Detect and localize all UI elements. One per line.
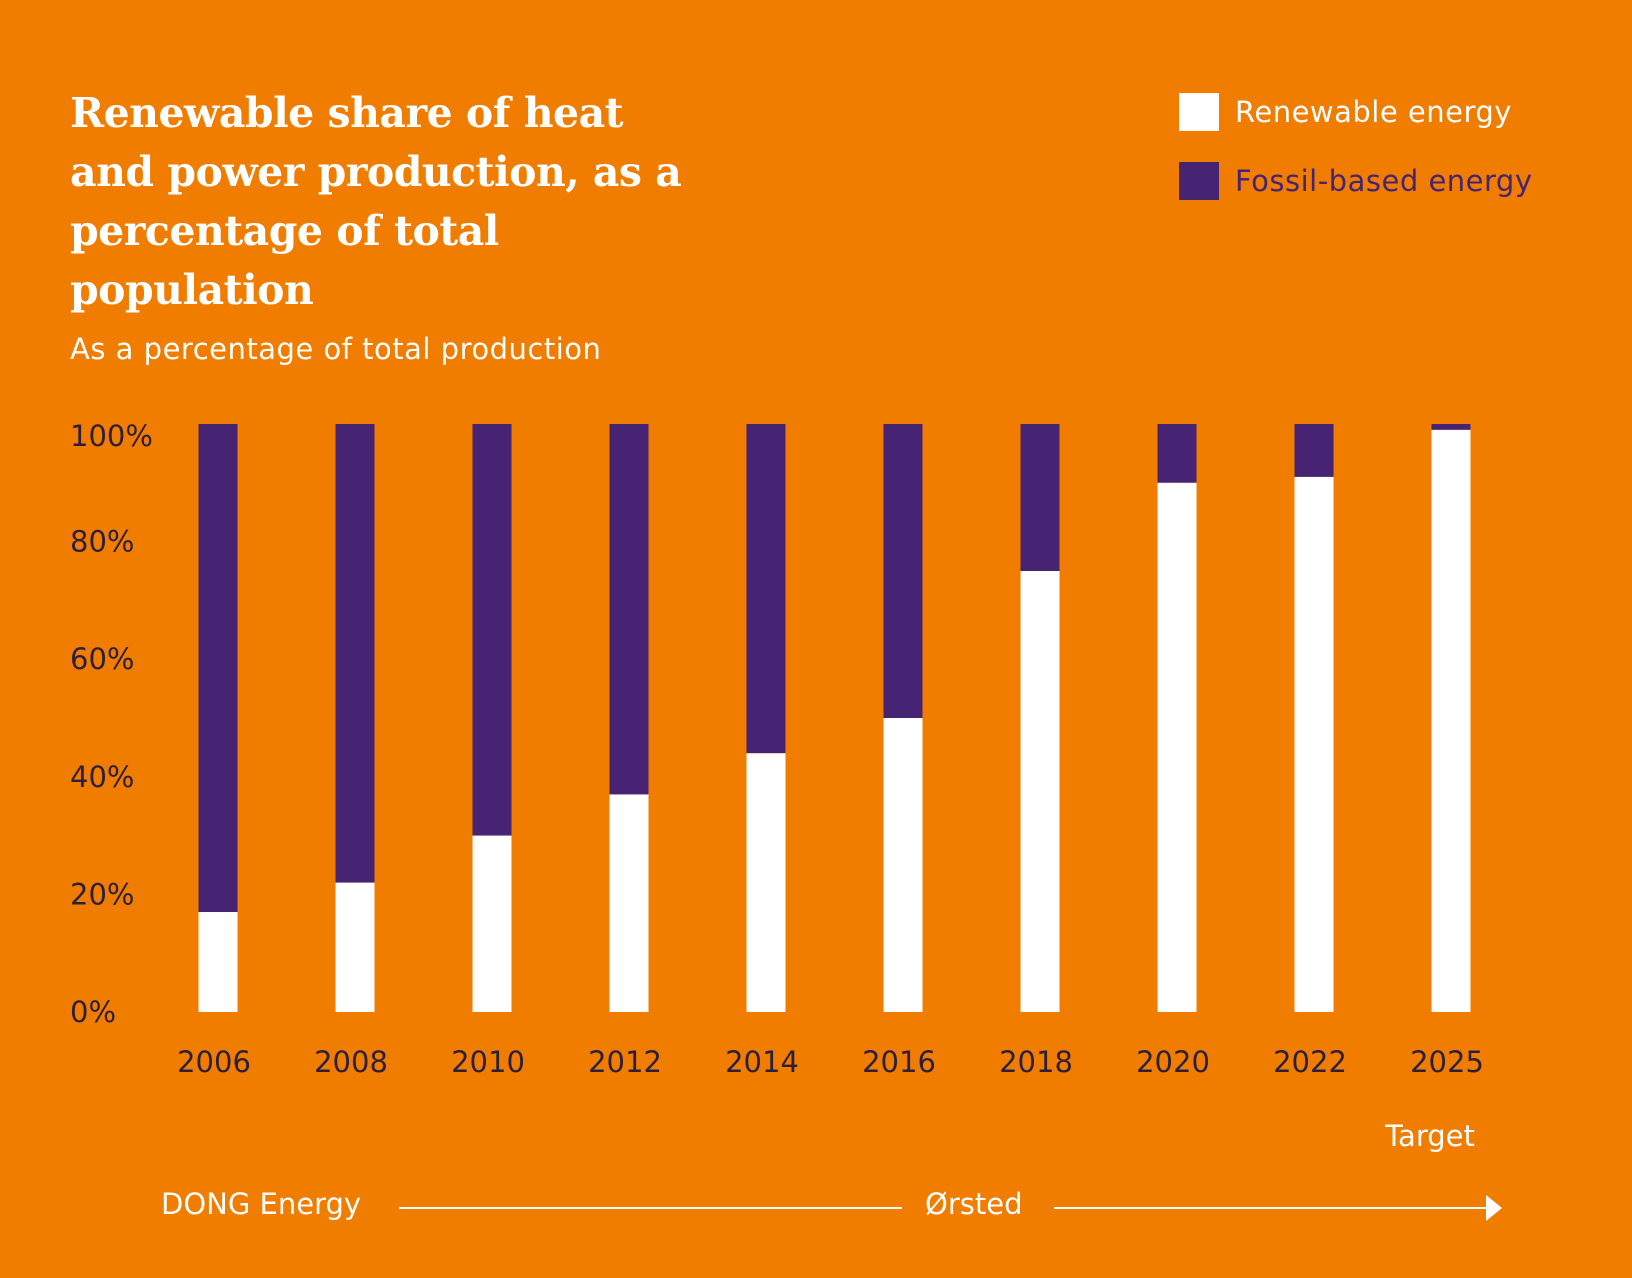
bar-renewable-2010 bbox=[472, 835, 512, 1012]
legend-item-renewable: Renewable energy bbox=[1179, 92, 1533, 132]
bar-fossil-2022 bbox=[1294, 424, 1334, 477]
legend-label-fossil: Fossil-based energy bbox=[1235, 164, 1533, 198]
title-line-3: percentage of total population bbox=[70, 207, 499, 314]
title-line-1: Renewable share of heat bbox=[70, 89, 624, 137]
bar-fossil-2014 bbox=[746, 424, 786, 754]
bar-renewable-2016 bbox=[883, 718, 923, 1012]
bar-renewable-2020 bbox=[1157, 482, 1197, 1012]
x-tick-label-2006: 2006 bbox=[177, 1045, 251, 1079]
x-tick-label-2008: 2008 bbox=[314, 1045, 388, 1079]
bar-fossil-2016 bbox=[883, 424, 923, 718]
bar-fossil-2010 bbox=[472, 424, 512, 836]
y-tick-label-40: 40% bbox=[70, 760, 134, 794]
x-tick-label-2014: 2014 bbox=[725, 1045, 799, 1079]
y-tick-label-80: 80% bbox=[70, 525, 134, 559]
x-tick-label-2020: 2020 bbox=[1136, 1045, 1210, 1079]
legend-swatch-fossil bbox=[1179, 162, 1219, 200]
chart-title: Renewable share of heat and power produc… bbox=[70, 84, 750, 320]
bar-renewable-2012 bbox=[609, 794, 649, 1012]
bar-renewable-2014 bbox=[746, 753, 786, 1012]
y-tick-label-60: 60% bbox=[70, 642, 134, 676]
title-line-2: and power production, as a bbox=[70, 148, 682, 196]
y-tick-label-100: 100% bbox=[70, 419, 153, 453]
bar-renewable-2025 bbox=[1431, 429, 1471, 1012]
legend-label-renewable: Renewable energy bbox=[1235, 95, 1512, 129]
x-tick-label-2012: 2012 bbox=[588, 1045, 662, 1079]
legend-swatch-renewable bbox=[1179, 93, 1219, 131]
x-tick-label-2016: 2016 bbox=[862, 1045, 936, 1079]
x-tick-label-2010: 2010 bbox=[451, 1045, 525, 1079]
bar-fossil-2020 bbox=[1157, 424, 1197, 483]
bar-fossil-2025 bbox=[1431, 424, 1471, 430]
bar-fossil-2012 bbox=[609, 424, 649, 795]
y-tick-label-20: 20% bbox=[70, 877, 134, 911]
x-tick-label-2022: 2022 bbox=[1273, 1045, 1347, 1079]
bar-renewable-2008 bbox=[335, 882, 375, 1012]
timeline-label-dong-energy: DONG Energy bbox=[161, 1187, 362, 1221]
legend: Renewable energy Fossil-based energy bbox=[1179, 92, 1533, 230]
y-tick-label-0: 0% bbox=[70, 995, 116, 1029]
target-label: Target bbox=[1385, 1119, 1475, 1153]
bar-renewable-2022 bbox=[1294, 476, 1334, 1012]
x-tick-label-2025: 2025 bbox=[1410, 1045, 1484, 1079]
bar-fossil-2018 bbox=[1020, 424, 1060, 571]
legend-item-fossil: Fossil-based energy bbox=[1179, 161, 1533, 201]
timeline-label-orsted: Ørsted bbox=[925, 1187, 1023, 1221]
bar-renewable-2018 bbox=[1020, 571, 1060, 1012]
bar-fossil-2008 bbox=[335, 424, 375, 883]
chart-subtitle: As a percentage of total production bbox=[70, 332, 602, 366]
bar-fossil-2006 bbox=[198, 424, 238, 913]
x-tick-label-2018: 2018 bbox=[999, 1045, 1073, 1079]
bar-renewable-2006 bbox=[198, 912, 238, 1012]
